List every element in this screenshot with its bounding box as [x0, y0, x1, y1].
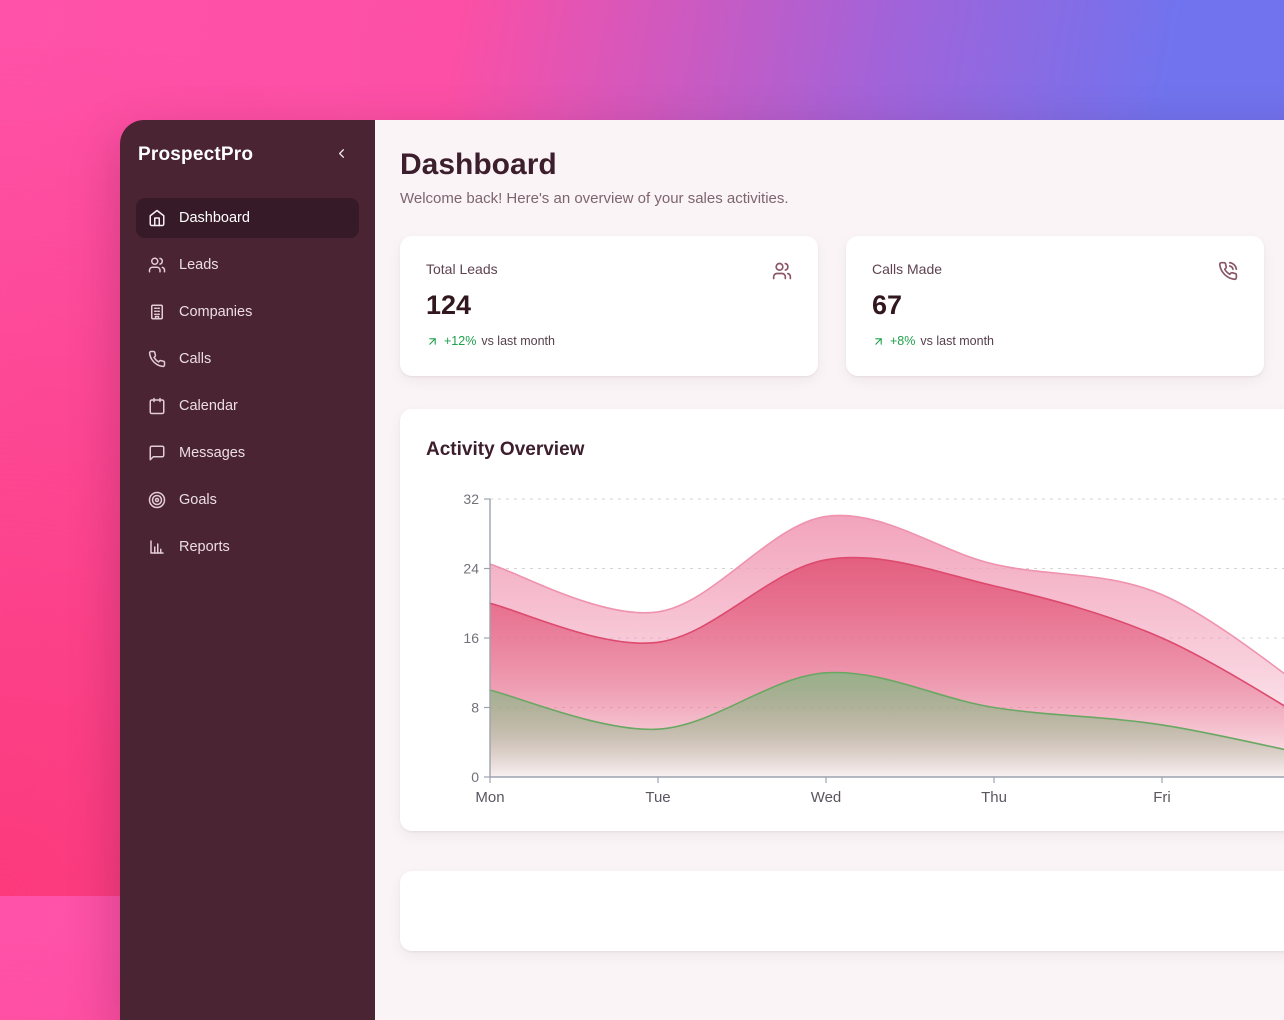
- sidebar-item-dashboard[interactable]: Dashboard: [136, 198, 359, 238]
- page-title: Dashboard: [400, 148, 557, 181]
- svg-text:Wed: Wed: [811, 789, 842, 806]
- arrow-up-right-icon: [426, 335, 439, 348]
- sidebar-item-leads[interactable]: Leads: [136, 245, 359, 285]
- stat-card-total-leads: Total Leads 124 +12% vs last month: [400, 236, 818, 376]
- svg-text:0: 0: [471, 769, 479, 785]
- stat-delta: +8% vs last month: [872, 334, 1238, 348]
- app-window: ProspectPro Dashboard Leads Companies Calls…: [120, 120, 1284, 1020]
- sidebar-item-companies[interactable]: Companies: [136, 292, 359, 332]
- users-icon: [772, 261, 792, 281]
- stat-delta-percent: +8%: [890, 334, 916, 348]
- calendar-icon: [148, 397, 166, 415]
- target-icon: [148, 491, 166, 509]
- sidebar-item-label: Dashboard: [179, 210, 250, 226]
- stat-value: 67: [872, 290, 903, 320]
- sidebar-item-calendar[interactable]: Calendar: [136, 386, 359, 426]
- stat-card-header: Total Leads: [426, 261, 792, 281]
- stat-label: Calls Made: [872, 261, 943, 277]
- svg-text:Mon: Mon: [475, 789, 504, 806]
- svg-text:Thu: Thu: [981, 789, 1007, 806]
- phone-icon: [148, 350, 166, 368]
- sidebar: ProspectPro Dashboard Leads Companies Calls…: [120, 120, 375, 1020]
- arrow-up-right-icon: [872, 335, 885, 348]
- phone-call-icon: [1218, 261, 1238, 281]
- building-icon: [148, 303, 166, 321]
- svg-text:8: 8: [471, 700, 479, 716]
- activity-overview-card: Activity Overview MonTueWedThuFriSat0816…: [400, 409, 1284, 831]
- sidebar-item-messages[interactable]: Messages: [136, 433, 359, 473]
- svg-text:24: 24: [463, 561, 479, 577]
- stats-row: Total Leads 124 +12% vs last month Calls Mad…: [400, 236, 1284, 376]
- stat-delta-note: vs last month: [920, 334, 995, 348]
- activity-chart: MonTueWedThuFriSat08162432: [426, 477, 1284, 822]
- sidebar-item-label: Leads: [179, 257, 219, 273]
- users-icon: [148, 256, 166, 274]
- sidebar-item-label: Calendar: [179, 398, 238, 414]
- svg-text:32: 32: [463, 491, 479, 507]
- sidebar-item-label: Companies: [179, 304, 253, 320]
- sidebar-item-label: Reports: [179, 539, 230, 555]
- activity-chart-svg: MonTueWedThuFriSat08162432: [463, 491, 1284, 806]
- stat-label: Total Leads: [426, 261, 498, 277]
- stat-card-calls-made: Calls Made 67 +8% vs last month: [846, 236, 1264, 376]
- message-square-icon: [148, 444, 166, 462]
- chevron-left-icon: [334, 146, 349, 164]
- stat-delta-percent: +12%: [444, 334, 477, 348]
- sidebar-collapse-button[interactable]: [330, 142, 353, 168]
- bar-chart-icon: [148, 538, 166, 556]
- sidebar-item-label: Messages: [179, 445, 246, 461]
- sidebar-item-label: Goals: [179, 492, 217, 508]
- stat-delta-note: vs last month: [481, 334, 555, 348]
- next-section-card-partial: [400, 871, 1284, 951]
- svg-text:Fri: Fri: [1153, 789, 1171, 806]
- page-subtitle: Welcome back! Here's an overview of your…: [400, 190, 789, 207]
- sidebar-item-label: Calls: [179, 351, 212, 367]
- svg-text:Tue: Tue: [645, 789, 670, 806]
- sidebar-nav: Dashboard Leads Companies Calls Calendar Mess…: [136, 198, 359, 567]
- sidebar-item-reports[interactable]: Reports: [136, 527, 359, 567]
- svg-text:16: 16: [463, 630, 479, 646]
- stat-delta: +12% vs last month: [426, 334, 792, 348]
- home-icon: [148, 209, 166, 227]
- stat-card-header: Calls Made: [872, 261, 1238, 281]
- app-brand: ProspectPro: [138, 144, 254, 165]
- stat-value: 124: [426, 290, 472, 320]
- sidebar-item-goals[interactable]: Goals: [136, 480, 359, 520]
- chart-title: Activity Overview: [426, 439, 585, 460]
- sidebar-header: ProspectPro: [136, 142, 359, 168]
- sidebar-item-calls[interactable]: Calls: [136, 339, 359, 379]
- main-content: Dashboard Welcome back! Here's an overvi…: [375, 120, 1284, 1020]
